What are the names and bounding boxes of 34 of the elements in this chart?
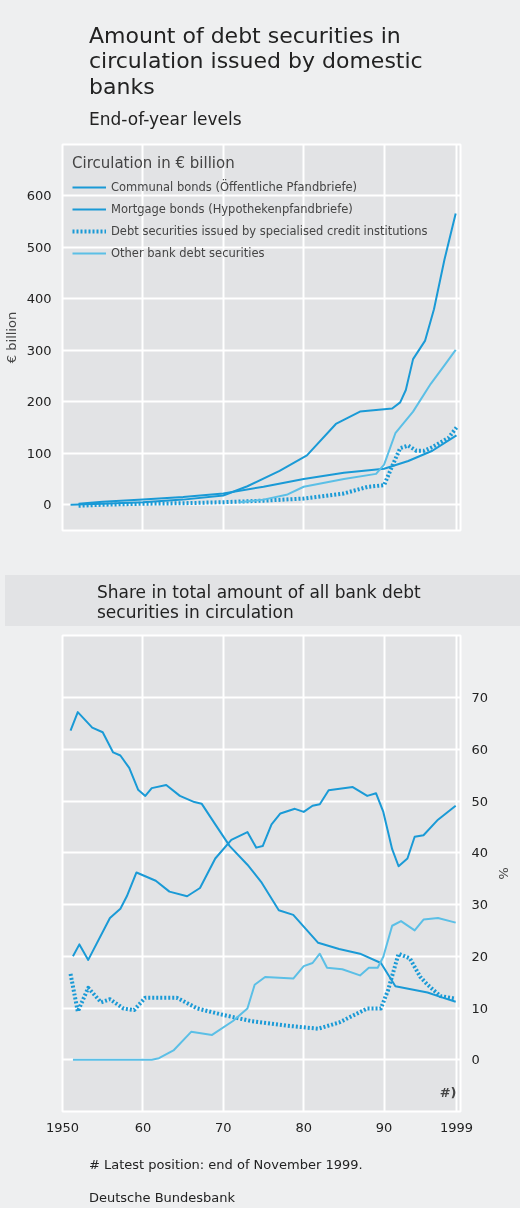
legend-title: Circulation in € billion [72, 154, 236, 173]
text: # Latest position: end of November 1999. [89, 1156, 363, 1175]
y-tick-label: 200 [26, 394, 52, 410]
x-tick-label: 90 [375, 1119, 393, 1135]
text: Deutsche Bundesbank [89, 1188, 237, 1207]
chart-title: Amount of debt securities in circulation issued by domestic banks [89, 23, 424, 99]
chart-title: Share in total amount of all bank debt securities in circulation [97, 582, 422, 623]
x-tick-label: 70 [215, 1119, 232, 1135]
y-tick-label: 40 [471, 845, 489, 861]
y-tick-label: 0 [471, 1052, 480, 1068]
y-axis-title: % [496, 867, 512, 880]
legend-label: Mortgage bonds (Hypothekenpfandbriefe) [111, 202, 353, 217]
y-tick-label: 300 [26, 343, 52, 359]
legend-label: Debt securities issued by specialised credit institutions [111, 224, 428, 239]
chart-subtitle: End-of-year levels [89, 107, 243, 131]
y-tick-label: 60 [471, 742, 489, 758]
y-tick-label: 0 [43, 497, 52, 513]
y-tick-label: 50 [471, 793, 489, 809]
x-tick-label: 60 [134, 1119, 152, 1135]
y-tick-label: 600 [26, 188, 52, 204]
x-tick-label: 1999 [439, 1119, 474, 1135]
y-tick-label: 70 [471, 690, 489, 706]
x-tick-label: 1950 [45, 1119, 80, 1135]
y-tick-label: 10 [471, 1000, 489, 1016]
y-tick-label: 30 [471, 897, 489, 913]
y-tick-label: 400 [26, 291, 52, 307]
y-axis-title: € billion [3, 312, 19, 364]
y-tick-label: 100 [26, 445, 52, 461]
legend-label: Other bank debt securities [111, 246, 265, 261]
y-tick-label: 500 [26, 240, 52, 256]
legend-label: Communal bonds (Öffentliche Pfandbriefe) [111, 180, 358, 195]
y-tick-label: 20 [471, 949, 489, 965]
x-tick-label: 80 [295, 1119, 312, 1135]
annotation: #) [439, 1084, 457, 1100]
